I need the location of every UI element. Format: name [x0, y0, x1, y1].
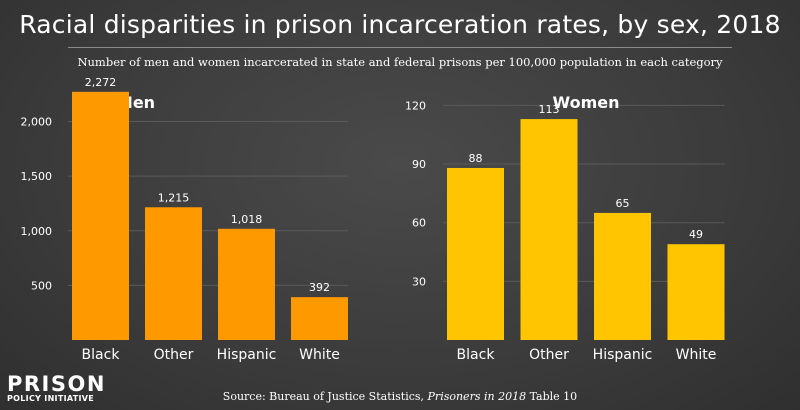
men-category-label: Black	[82, 347, 121, 363]
chart-subtitle: Number of men and women incarcerated in …	[77, 55, 723, 69]
men-bar	[72, 91, 129, 341]
men-bar	[291, 297, 348, 340]
men-data-label: 1,018	[231, 213, 263, 226]
source-suffix: Table 10	[526, 390, 578, 403]
men-data-label: 1,215	[158, 191, 190, 204]
men-y-tick-label: 500	[31, 279, 52, 292]
women-panel-title: Women	[553, 93, 620, 112]
logo-sub-text: POLICY INITIATIVE	[7, 394, 95, 403]
source-publication: Prisoners in 2018	[427, 390, 527, 403]
prison-policy-initiative-logo: PRISON POLICY INITIATIVE	[7, 372, 106, 404]
women-data-label: 88	[469, 152, 483, 165]
women-y-tick-label: 90	[412, 158, 426, 171]
women-bar	[447, 167, 504, 340]
chart-title: Racial disparities in prison incarcerati…	[19, 10, 781, 39]
women-y-tick-label: 30	[412, 275, 426, 288]
women-data-label: 49	[689, 228, 703, 241]
women-category-label: Black	[457, 347, 496, 363]
women-bar	[594, 212, 651, 340]
title-divider	[68, 47, 732, 48]
women-category-label: White	[676, 347, 717, 363]
men-bar	[145, 207, 202, 340]
women-bar	[520, 119, 578, 340]
men-y-tick-label: 1,000	[21, 225, 53, 238]
logo-main-text: PRISON	[7, 372, 106, 396]
men-category-label: Hispanic	[217, 347, 277, 363]
men-category-label: White	[299, 347, 340, 363]
men-data-label: 2,272	[85, 76, 117, 89]
women-panel: 30 60 90 120 Women 88 Black 113 Other 65 Hispanic 4…	[405, 93, 725, 363]
men-y-tick-label: 2,000	[21, 116, 53, 129]
women-data-label: 113	[539, 103, 560, 116]
women-data-label: 65	[616, 197, 630, 210]
men-panel: 5001,0001,5002,000Men2,272Black1,215Othe…	[21, 76, 348, 363]
men-category-label: Other	[154, 347, 194, 363]
men-bar	[218, 228, 275, 340]
women-y-tick-label: 60	[412, 217, 426, 230]
men-y-tick-label: 1,500	[21, 170, 53, 183]
men-data-label: 392	[309, 281, 330, 294]
women-category-label: Other	[529, 347, 569, 363]
source-note: Source: Bureau of Justice Statistics, Pr…	[0, 390, 800, 403]
women-y-tick-label: 120	[405, 99, 426, 112]
source-prefix: Source: Bureau of Justice Statistics,	[222, 390, 428, 403]
women-bar	[667, 244, 725, 340]
women-category-label: Hispanic	[593, 347, 653, 363]
